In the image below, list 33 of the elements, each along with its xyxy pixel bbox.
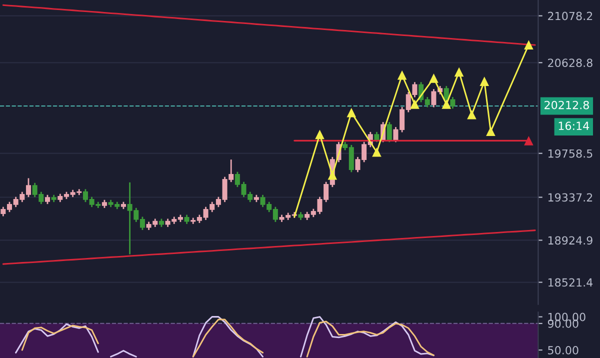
- point: [346, 108, 356, 118]
- candlestick: [386, 121, 392, 143]
- candlestick: [412, 81, 418, 98]
- point: [442, 100, 452, 109]
- y-tick-label: 50.00: [548, 346, 578, 354]
- y-tick-label: 90.00: [548, 319, 578, 328]
- y-tick-label: 19337.2: [548, 193, 592, 202]
- point: [410, 100, 420, 109]
- y-tick-label: 100.00: [548, 312, 586, 322]
- candlestick: [450, 96, 456, 110]
- point: [480, 76, 490, 86]
- candlestick: [444, 85, 449, 103]
- candlestick: [374, 131, 380, 143]
- point: [328, 170, 338, 180]
- y-tick-label: 19758.5: [548, 149, 592, 158]
- y-tick-label: 21078.2: [548, 12, 592, 20]
- y-tick-label: 18521.4: [548, 278, 593, 287]
- point: [372, 147, 382, 157]
- point: [467, 110, 476, 120]
- point: [397, 70, 407, 80]
- ref-line-label: 20212.8: [544, 100, 589, 110]
- y-tick-label: 18924.9: [548, 236, 592, 245]
- point: [524, 136, 534, 146]
- line-series: [2, 230, 536, 265]
- point: [486, 126, 496, 136]
- point: [315, 130, 324, 140]
- candlestick: [184, 214, 190, 225]
- point: [454, 67, 464, 77]
- point: [524, 40, 534, 50]
- y-tick-label: 20628.8: [548, 58, 592, 68]
- point: [429, 74, 438, 83]
- candlestick: [44, 194, 50, 205]
- text: 16:14: [558, 122, 590, 130]
